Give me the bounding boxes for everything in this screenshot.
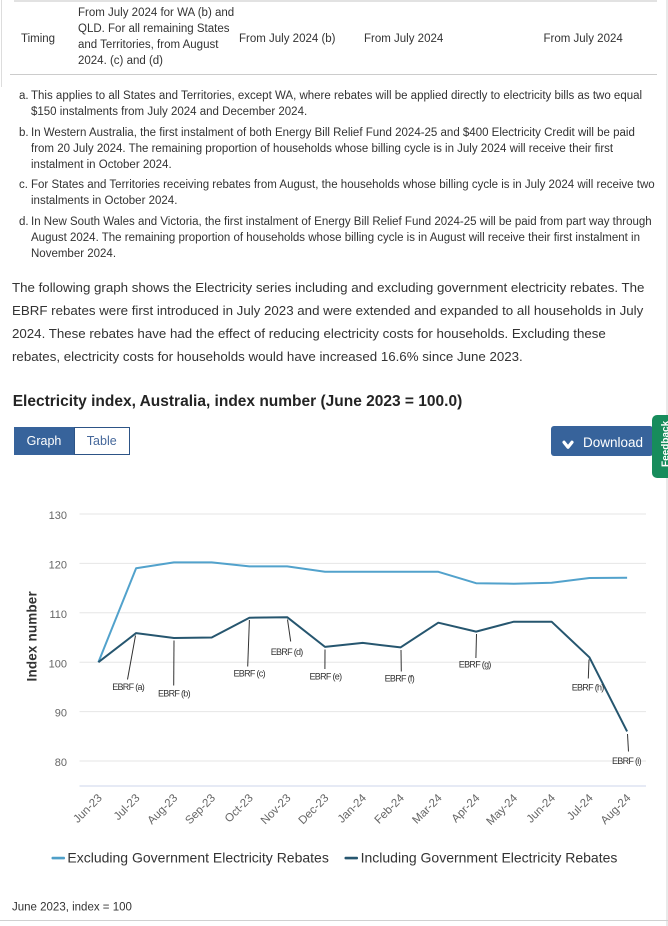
svg-text:130: 130 <box>49 510 67 522</box>
svg-text:Mar-24: Mar-24 <box>410 792 445 827</box>
svg-text:120: 120 <box>49 560 67 572</box>
svg-text:EBRF (c): EBRF (c) <box>234 669 266 679</box>
svg-text:Apr-24: Apr-24 <box>450 792 483 825</box>
svg-text:Nov-23: Nov-23 <box>259 792 294 827</box>
svg-text:Feedback: Feedback <box>661 420 668 467</box>
svg-text:90: 90 <box>55 708 67 720</box>
svg-text:Sep-23: Sep-23 <box>183 792 218 827</box>
svg-text:EBRF (b): EBRF (b) <box>158 689 191 699</box>
svg-text:EBRF (i): EBRF (i) <box>612 756 642 766</box>
svg-text:May-24: May-24 <box>485 792 521 828</box>
svg-text:Jan-24: Jan-24 <box>336 792 370 826</box>
svg-text:June 2023, index = 100: June 2023, index = 100 <box>12 902 132 914</box>
svg-text:Jun-24: Jun-24 <box>525 792 559 826</box>
svg-text:EBRF (f): EBRF (f) <box>385 674 415 684</box>
svg-text:100: 100 <box>49 658 67 670</box>
svg-text:Index number: Index number <box>25 591 40 682</box>
svg-text:Jul-24: Jul-24 <box>565 792 596 823</box>
svg-text:Including Government Electrici: Including Government Electricity Rebates <box>361 850 618 866</box>
svg-text:Feb-24: Feb-24 <box>373 792 408 827</box>
svg-text:Jun-23: Jun-23 <box>71 792 104 825</box>
svg-text:Oct-23: Oct-23 <box>223 792 256 825</box>
svg-text:Aug-24: Aug-24 <box>599 792 634 827</box>
svg-text:Jul-23: Jul-23 <box>112 792 143 823</box>
svg-text:Dec-23: Dec-23 <box>297 792 332 827</box>
svg-text:EBRF (d): EBRF (d) <box>271 647 304 657</box>
svg-text:110: 110 <box>49 609 67 621</box>
svg-text:EBRF (e): EBRF (e) <box>310 672 343 682</box>
svg-text:Excluding Government Electrici: Excluding Government Electricity Rebates <box>67 850 328 866</box>
svg-text:EBRF (a): EBRF (a) <box>112 682 145 692</box>
svg-text:Aug-23: Aug-23 <box>146 792 181 827</box>
svg-text:80: 80 <box>55 757 67 769</box>
svg-text:EBRF (g): EBRF (g) <box>459 660 492 670</box>
svg-text:EBRF (h): EBRF (h) <box>572 683 605 693</box>
